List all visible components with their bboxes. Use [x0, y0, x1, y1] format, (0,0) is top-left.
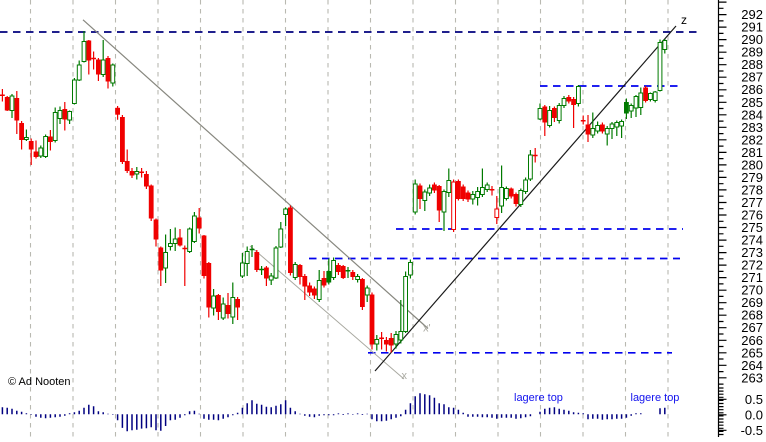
svg-text:0.5: 0.5 — [745, 392, 763, 407]
svg-text:290: 290 — [741, 32, 763, 47]
svg-text:265: 265 — [741, 345, 763, 360]
svg-text:276: 276 — [741, 208, 763, 223]
svg-text:263: 263 — [741, 370, 763, 385]
svg-text:283: 283 — [741, 120, 763, 135]
svg-text:0.0: 0.0 — [745, 407, 763, 422]
svg-text:lagere top: lagere top — [514, 392, 563, 404]
svg-text:x': x' — [423, 323, 431, 335]
svg-text:284: 284 — [741, 107, 763, 122]
svg-text:292: 292 — [741, 7, 763, 22]
svg-text:287: 287 — [741, 70, 763, 85]
svg-text:-0.5: -0.5 — [741, 423, 763, 437]
svg-text:269: 269 — [741, 295, 763, 310]
svg-text:281: 281 — [741, 145, 763, 160]
svg-text:x: x — [402, 370, 408, 382]
svg-text:286: 286 — [741, 82, 763, 97]
svg-text:z: z — [681, 13, 687, 27]
svg-text:266: 266 — [741, 333, 763, 348]
svg-text:274: 274 — [741, 233, 763, 248]
svg-text:271: 271 — [741, 270, 763, 285]
svg-text:272: 272 — [741, 258, 763, 273]
svg-text:279: 279 — [741, 170, 763, 185]
svg-text:282: 282 — [741, 132, 763, 147]
svg-text:267: 267 — [741, 320, 763, 335]
svg-text:264: 264 — [741, 358, 763, 373]
svg-text:273: 273 — [741, 245, 763, 260]
svg-text:277: 277 — [741, 195, 763, 210]
svg-text:280: 280 — [741, 157, 763, 172]
svg-text:291: 291 — [741, 20, 763, 35]
svg-text:268: 268 — [741, 308, 763, 323]
svg-text:289: 289 — [741, 45, 763, 60]
svg-text:288: 288 — [741, 57, 763, 72]
svg-text:285: 285 — [741, 95, 763, 110]
svg-text:278: 278 — [741, 182, 763, 197]
svg-text:lagere top: lagere top — [631, 392, 680, 404]
svg-text:© Ad Nooten: © Ad Nooten — [8, 376, 71, 388]
svg-text:270: 270 — [741, 283, 763, 298]
svg-text:275: 275 — [741, 220, 763, 235]
